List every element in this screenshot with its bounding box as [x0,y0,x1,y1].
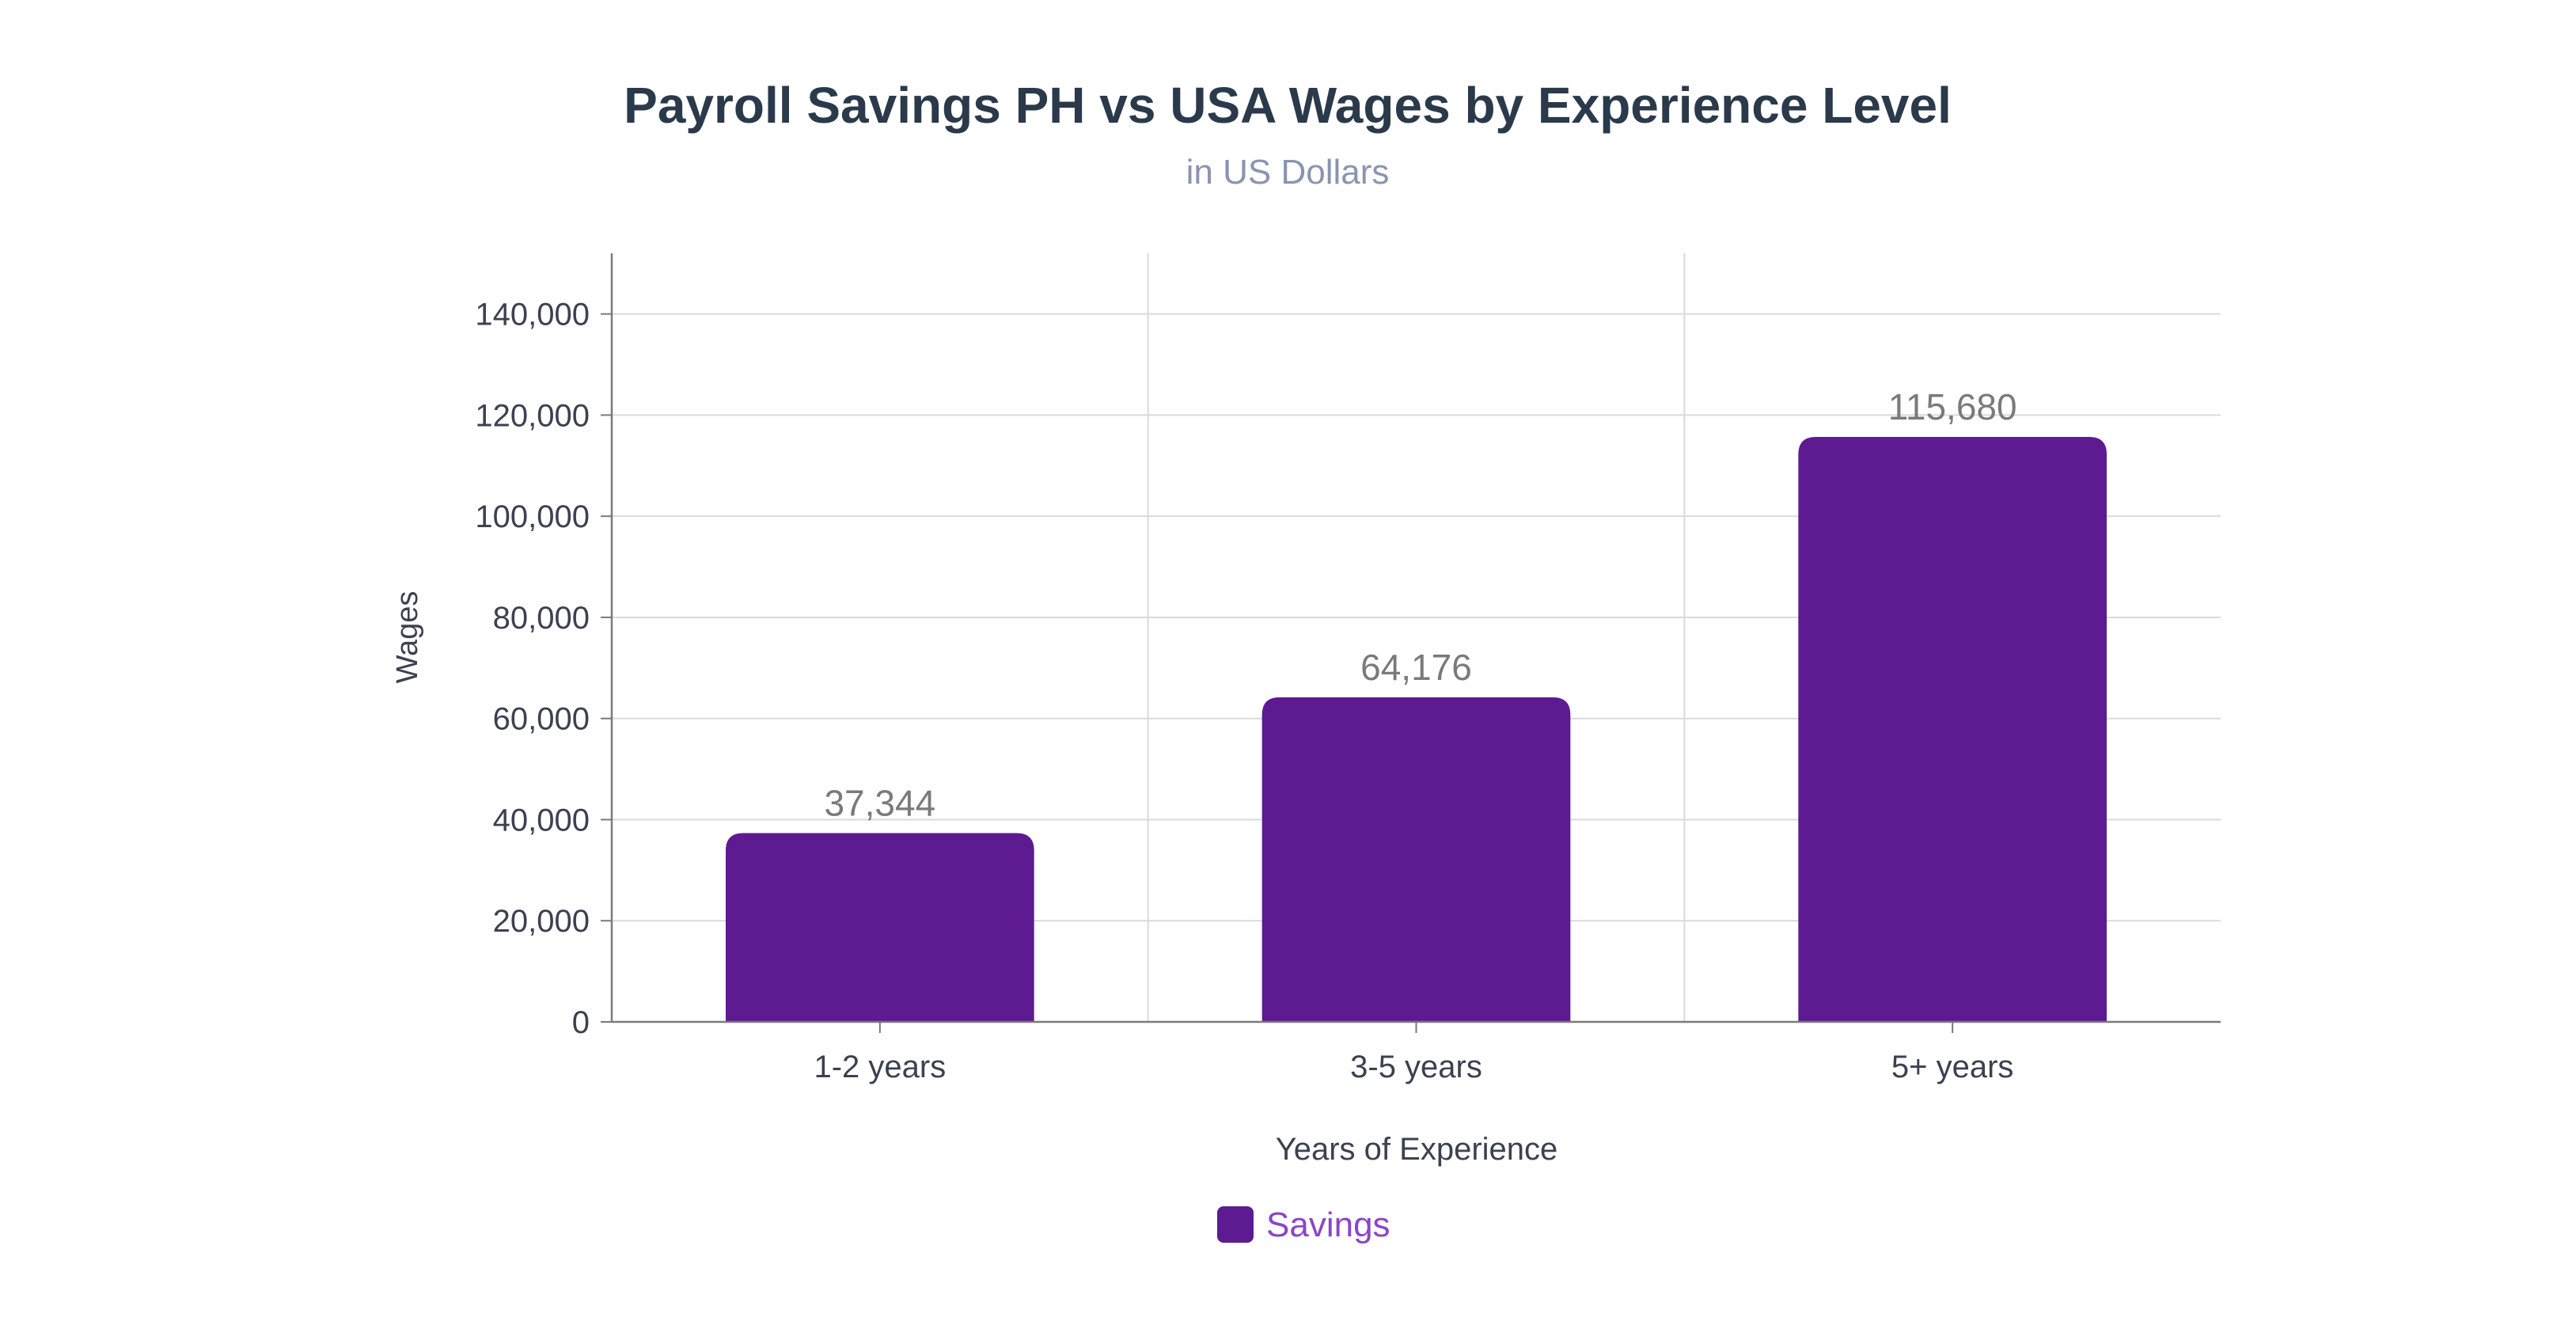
data-labels: 37,344 64,176 115,680 [824,386,2016,823]
chart-subtitle: in US Dollars [1186,153,1390,192]
y-tick-label: 60,000 [493,702,590,737]
y-tick-label: 80,000 [493,601,590,636]
y-tick-label: 100,000 [475,499,590,534]
bars [726,437,2107,1022]
x-tick-label: 5+ years [1891,1050,2014,1084]
axes [601,253,2221,1033]
y-tick-label: 40,000 [493,803,590,837]
legend-label-savings: Savings [1266,1206,1390,1244]
data-label: 37,344 [824,782,935,823]
y-axis-title: Wages [391,591,424,684]
chart-title: Payroll Savings PH vs USA Wages by Exper… [624,77,1952,134]
tick-labels: 1-2 years 3-5 years 5+ years 0 20,000 40,000 6… [475,298,2013,1084]
y-tick-label: 140,000 [475,298,590,332]
y-tick-label: 120,000 [475,398,590,433]
bar-1-2-years[interactable] [726,833,1034,1022]
y-tick-label: 0 [572,1005,590,1040]
legend-swatch-savings [1217,1206,1254,1243]
x-tick-label: 3-5 years [1350,1050,1482,1084]
legend[interactable]: Savings [1217,1206,1390,1244]
data-label: 64,176 [1360,647,1472,688]
y-tick-label: 20,000 [493,904,590,939]
data-label: 115,680 [1888,386,2017,427]
bar-3-5-years[interactable] [1261,697,1571,1022]
bar-5-years[interactable] [1798,437,2107,1022]
x-tick-label: 1-2 years [814,1050,946,1084]
x-axis-title: Years of Experience [1276,1132,1558,1167]
